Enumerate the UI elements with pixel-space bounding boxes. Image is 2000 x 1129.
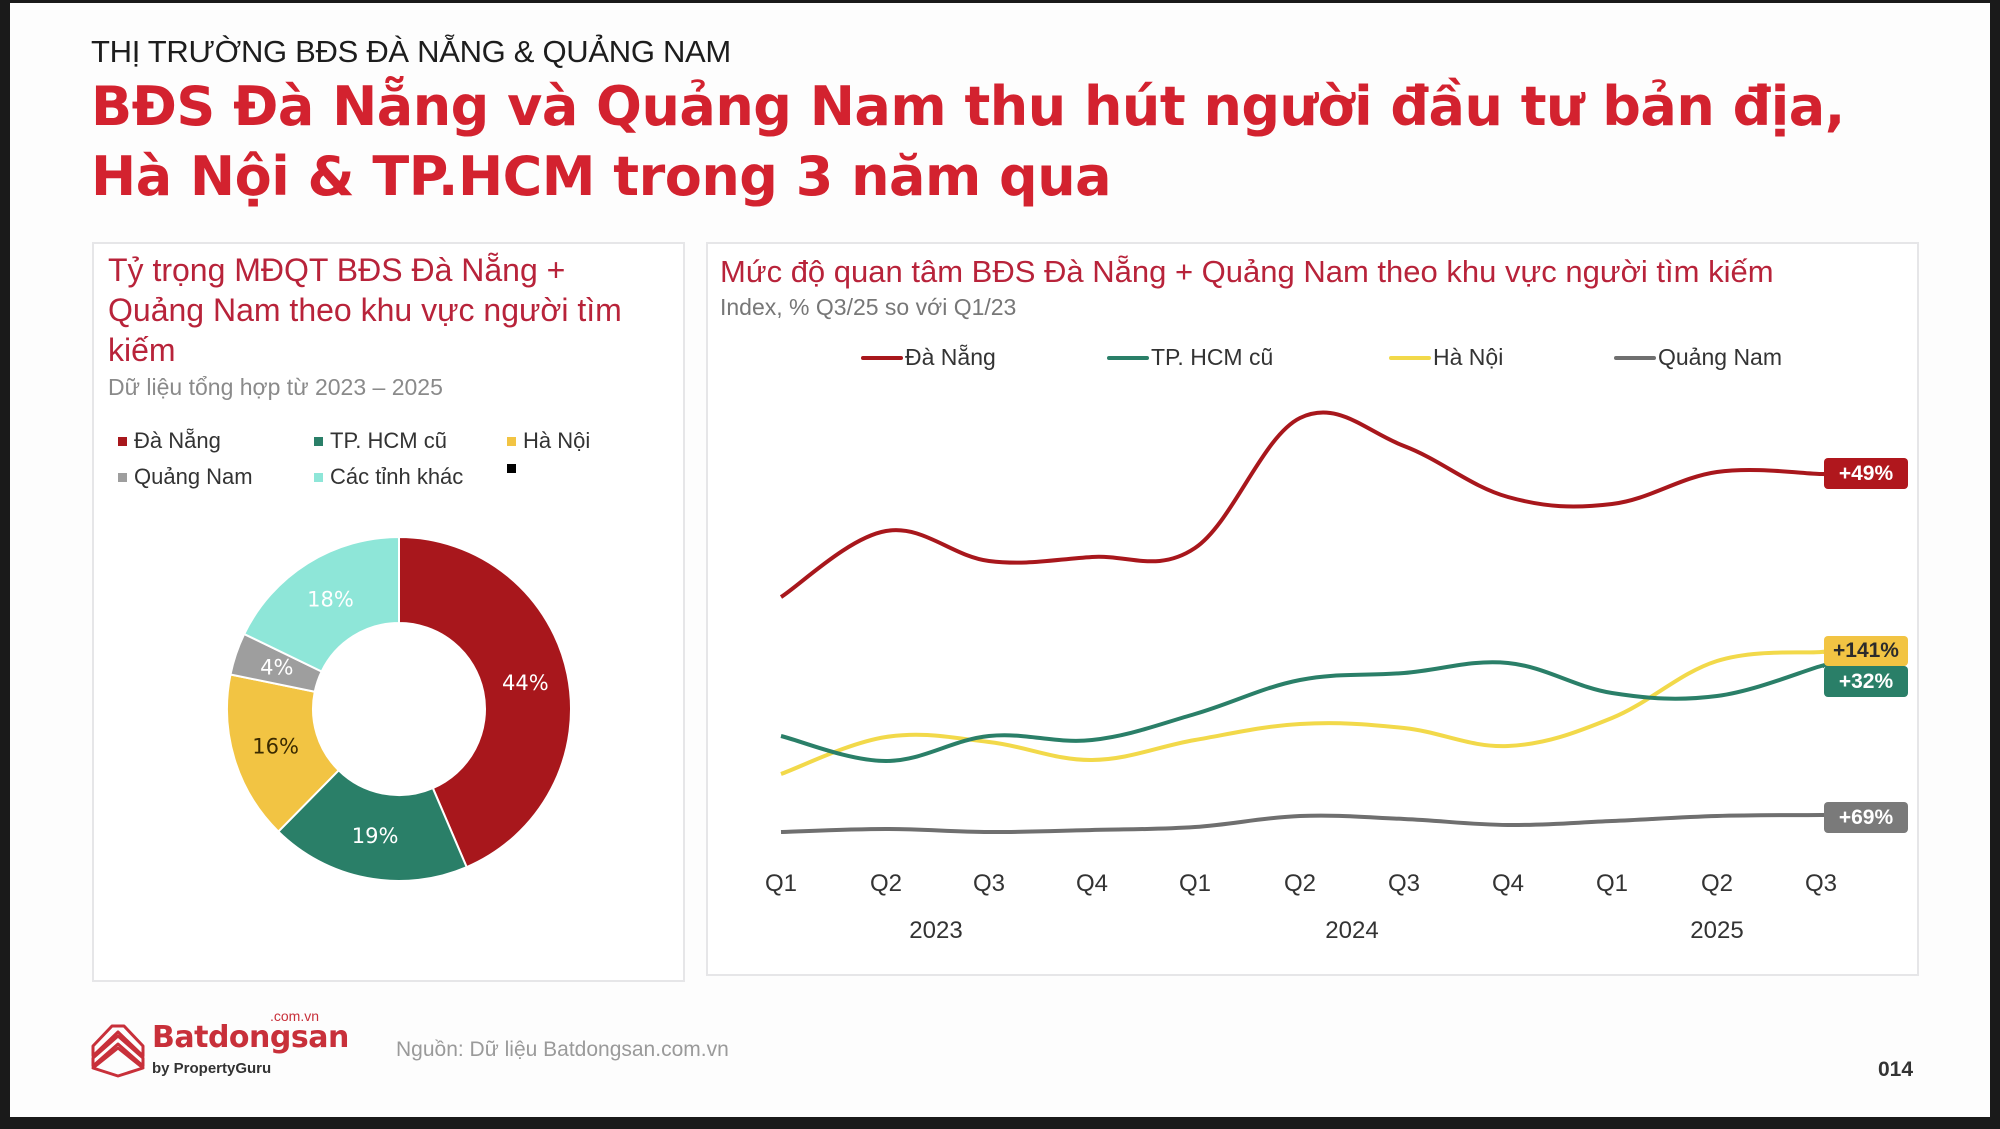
donut-slice-label: 18% (307, 588, 354, 612)
source-note: Nguồn: Dữ liệu Batdongsan.com.vn (396, 1038, 729, 1061)
x-tick: Q2 (1283, 870, 1317, 897)
legend-label: TP. HCM cũ (1151, 344, 1274, 370)
legend-label: Quảng Nam (1658, 344, 1783, 370)
end-label-hanoi: +141% (1824, 636, 1908, 666)
legend-item-other-provinces: Các tỉnh khác (314, 464, 463, 490)
donut-title-line-1: Tỷ trọng MĐQT BĐS Đà Nẵng + (108, 252, 566, 288)
line-chart-panel: Mức độ quan tâm BĐS Đà Nẵng + Quảng Nam … (706, 242, 1919, 976)
legend-swatch-icon (507, 464, 516, 473)
x-tick: Q1 (1178, 870, 1212, 897)
legend-label: Các tỉnh khác (330, 464, 464, 489)
headline-line-2: Hà Nội & TP.HCM trong 3 năm qua (91, 145, 1112, 208)
x-tick: Q3 (1804, 870, 1838, 897)
donut-title-line-3: kiếm (108, 332, 176, 368)
x-tick: Q2 (1700, 870, 1734, 897)
legend-swatch-icon (507, 436, 516, 446)
x-tick: Q3 (972, 870, 1006, 897)
section-kicker: THỊ TRƯỜNG BĐS ĐÀ NẴNG & QUẢNG NAM (91, 34, 731, 69)
headline-line-1: BĐS Đà Nẵng và Quảng Nam thu hút người đ… (91, 75, 1845, 138)
legend-label: Đà Nẵng (134, 428, 221, 453)
donut-chart-panel: Tỷ trọng MĐQT BĐS Đà Nẵng + Quảng Nam th… (92, 242, 685, 982)
legend-label: Quảng Nam (134, 464, 253, 489)
line-chart-subtitle: Index, % Q3/25 so với Q1/23 (720, 294, 1017, 320)
donut-chart-subtitle: Dữ liệu tổng hợp từ 2023 – 2025 (108, 374, 443, 400)
donut-slice-label: 16% (252, 735, 299, 759)
donut-slice (242, 535, 400, 673)
x-tick: Q4 (1491, 870, 1525, 897)
logo-tagline: by PropertyGuru (152, 1060, 272, 1077)
x-year-label-2024: 2024 (1325, 917, 1379, 944)
legend-label: TP. HCM cũ (330, 428, 447, 453)
legend-swatch-icon (314, 472, 323, 482)
x-year-label-2023: 2023 (909, 917, 963, 944)
legend-swatch-icon (118, 472, 127, 482)
page-title: BĐS Đà Nẵng và Quảng Nam thu hút người đ… (91, 72, 1911, 212)
line-legend-quangnam: Quảng Nam (1614, 344, 1782, 371)
page-number: 014 (1878, 1058, 1914, 1081)
legend-swatch-icon (118, 436, 127, 446)
legend-swatch-icon (314, 436, 323, 446)
donut-slice-label: 19% (352, 824, 399, 848)
batdongsan-logo: .com.vn Batdongsan by PropertyGuru (88, 1008, 349, 1080)
legend-item-hanoi: Hà Nội (507, 428, 590, 454)
legend-item-danang: Đà Nẵng (118, 428, 221, 454)
legend-line-icon (1389, 355, 1431, 360)
end-label-danang: +49% (1824, 458, 1908, 489)
legend-line-icon (861, 355, 903, 360)
x-tick: Q3 (1387, 870, 1421, 897)
end-label-quangnam: +69% (1824, 802, 1908, 833)
legend-item-empty (507, 464, 523, 473)
legend-item-quangnam: Quảng Nam (118, 464, 253, 490)
legend-line-icon (1614, 355, 1656, 360)
line-legend-danang: Đà Nẵng (861, 344, 996, 371)
line-legend-hcm: TP. HCM cũ (1107, 344, 1273, 371)
legend-label: Đà Nẵng (905, 344, 996, 370)
legend-line-icon (1107, 355, 1149, 360)
legend-item-hcm: TP. HCM cũ (314, 428, 447, 454)
donut-slice (276, 768, 468, 882)
logo-chevron-icon (91, 1024, 145, 1078)
legend-label: Hà Nội (1433, 344, 1504, 370)
x-tick: Q1 (1595, 870, 1629, 897)
x-tick: Q1 (764, 870, 798, 897)
donut-chart-title: Tỷ trọng MĐQT BĐS Đà Nẵng + Quảng Nam th… (108, 250, 622, 370)
line-chart-title: Mức độ quan tâm BĐS Đà Nẵng + Quảng Nam … (720, 254, 1774, 289)
logo-wordmark: Batdongsan (152, 1020, 349, 1055)
donut-slice-label: 4% (260, 656, 293, 680)
donut-chart: 44% 19% 16% 4% 18% (226, 535, 572, 882)
donut-slice-label: 44% (502, 671, 549, 695)
donut-title-line-2: Quảng Nam theo khu vực người tìm (108, 292, 622, 328)
x-year-label-2025: 2025 (1690, 917, 1744, 944)
end-label-hcm: +32% (1824, 666, 1908, 697)
donut-slice (398, 535, 572, 869)
line-legend-hanoi: Hà Nội (1389, 344, 1503, 371)
x-tick: Q2 (869, 870, 903, 897)
legend-label: Hà Nội (523, 428, 591, 453)
x-tick: Q4 (1075, 870, 1109, 897)
logo-domain: .com.vn (270, 1008, 320, 1024)
